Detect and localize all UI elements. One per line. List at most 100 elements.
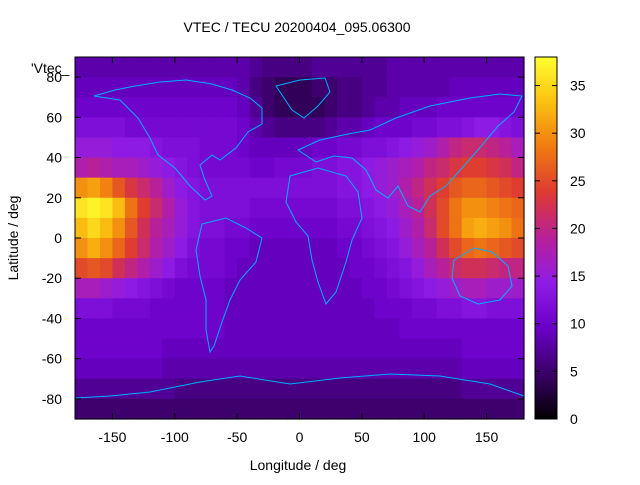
heatmap-cell	[199, 278, 213, 299]
heatmap-cell	[361, 238, 375, 259]
heatmap-cell	[311, 358, 326, 380]
heatmap-cell	[499, 197, 513, 219]
heatmap-cell	[461, 157, 475, 179]
heatmap-cell	[199, 358, 213, 380]
heatmap-cell	[287, 378, 301, 400]
heatmap-cell	[174, 57, 188, 78]
heatmap-cell	[274, 57, 288, 78]
heatmap-cell	[474, 398, 488, 420]
heatmap-cell	[399, 177, 413, 199]
heatmap-cell	[75, 117, 89, 139]
heatmap-cell	[262, 57, 276, 78]
heatmap-cell	[336, 358, 350, 380]
heatmap-cell	[99, 358, 114, 380]
heatmap-cell	[336, 217, 350, 239]
heatmap-cell	[499, 338, 513, 360]
heatmap-cell	[511, 338, 525, 360]
heatmap-cell	[162, 157, 176, 179]
heatmap-cell	[224, 137, 238, 159]
plot-frame	[74, 56, 525, 420]
heatmap-cell	[349, 57, 363, 78]
heatmap-cell	[324, 358, 338, 380]
heatmap-cell	[399, 298, 413, 320]
heatmap-cell	[249, 217, 263, 239]
x-tick-label: -150	[98, 429, 126, 445]
heatmap-cell	[124, 318, 138, 340]
heatmap-cell	[374, 217, 388, 239]
heatmap-cell	[474, 378, 488, 400]
heatmap-cell	[224, 238, 238, 259]
heatmap-cell	[112, 358, 126, 380]
heatmap-cell	[311, 77, 326, 98]
heatmap-cell	[374, 338, 388, 360]
heatmap-cell	[162, 97, 176, 118]
heatmap-cell	[212, 238, 226, 259]
heatmap-cell	[249, 238, 263, 259]
heatmap-cell	[274, 378, 288, 400]
heatmap-cell	[511, 378, 525, 400]
heatmap-cell	[486, 298, 500, 320]
heatmap-cell	[249, 177, 263, 199]
heatmap-cell	[499, 318, 513, 340]
heatmap-cell	[137, 378, 151, 400]
heatmap-cell	[237, 318, 251, 340]
heatmap-cell	[212, 117, 226, 139]
heatmap-cell	[336, 177, 350, 199]
heatmap-cell	[287, 117, 301, 139]
heatmap-cell	[324, 57, 338, 78]
heatmap-cell	[299, 117, 313, 139]
heatmap-cell	[511, 97, 525, 118]
heatmap-cell	[224, 358, 238, 380]
heatmap-cell	[374, 117, 388, 139]
heatmap-cell	[124, 378, 138, 400]
heatmap-cell	[474, 358, 488, 380]
heatmap-cell	[386, 197, 400, 219]
heatmap-cell	[511, 217, 525, 239]
heatmap-cell	[87, 197, 101, 219]
heatmap-cell	[311, 97, 326, 118]
heatmap-cell	[386, 278, 400, 299]
heatmap-cell	[112, 137, 126, 159]
heatmap-cell	[149, 117, 163, 139]
heatmap-cell	[262, 378, 276, 400]
y-tick-label: -40	[42, 310, 62, 326]
heatmap-cell	[499, 117, 513, 139]
heatmap-cell	[436, 358, 450, 380]
heatmap-cell	[386, 117, 400, 139]
heatmap-cell	[149, 398, 163, 420]
heatmap-cell	[411, 258, 425, 279]
heatmap-cell	[162, 238, 176, 259]
heatmap-cell	[75, 157, 89, 179]
heatmap-cell	[87, 117, 101, 139]
heatmap-cell	[349, 298, 363, 320]
heatmap-cell	[486, 398, 500, 420]
heatmap-cell	[299, 398, 313, 420]
heatmap-cell	[449, 77, 463, 98]
heatmap-cell	[149, 177, 163, 199]
heatmap-cell	[324, 77, 338, 98]
heatmap-cell	[399, 278, 413, 299]
heatmap-cell	[299, 217, 313, 239]
heatmap-cell	[299, 77, 313, 98]
heatmap-cell	[386, 318, 400, 340]
heatmap-cell	[112, 197, 126, 219]
heatmap-cell	[224, 157, 238, 179]
heatmap-cell	[486, 238, 500, 259]
heatmap-cell	[99, 177, 114, 199]
heatmap-cell	[511, 398, 525, 420]
heatmap-cell	[311, 338, 326, 360]
heatmap-cell	[137, 157, 151, 179]
heatmap-cell	[249, 137, 263, 159]
x-axis-label: Longitude / deg	[250, 457, 347, 473]
heatmap-cell	[262, 318, 276, 340]
heatmap-cell	[386, 378, 400, 400]
heatmap-cell	[436, 378, 450, 400]
heatmap-cell	[461, 298, 475, 320]
heatmap-cell	[287, 358, 301, 380]
heatmap-cell	[187, 217, 201, 239]
heatmap-cell	[486, 378, 500, 400]
heatmap-cell	[324, 238, 338, 259]
heatmap-cell	[149, 318, 163, 340]
heatmap-cell	[399, 318, 413, 340]
heatmap-cell	[361, 338, 375, 360]
